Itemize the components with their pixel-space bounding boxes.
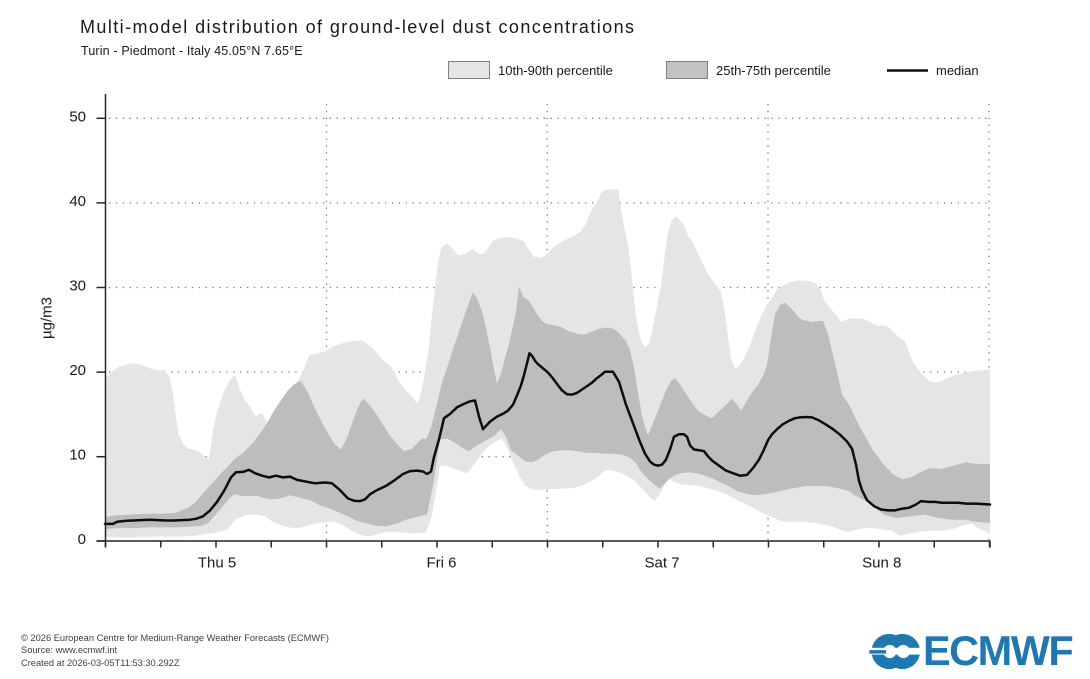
svg-text:Fri 6: Fri 6 xyxy=(427,555,457,572)
svg-text:Sat 7: Sat 7 xyxy=(644,555,679,572)
svg-text:30: 30 xyxy=(69,278,86,295)
svg-text:0: 0 xyxy=(78,531,86,548)
svg-text:Thu 5: Thu 5 xyxy=(198,555,236,572)
svg-text:50: 50 xyxy=(69,108,86,125)
svg-text:Sun 8: Sun 8 xyxy=(862,555,901,572)
svg-text:20: 20 xyxy=(69,362,86,379)
svg-text:40: 40 xyxy=(69,193,86,210)
svg-text:10: 10 xyxy=(69,447,86,464)
svg-text:µg/m3: µg/m3 xyxy=(39,297,56,339)
